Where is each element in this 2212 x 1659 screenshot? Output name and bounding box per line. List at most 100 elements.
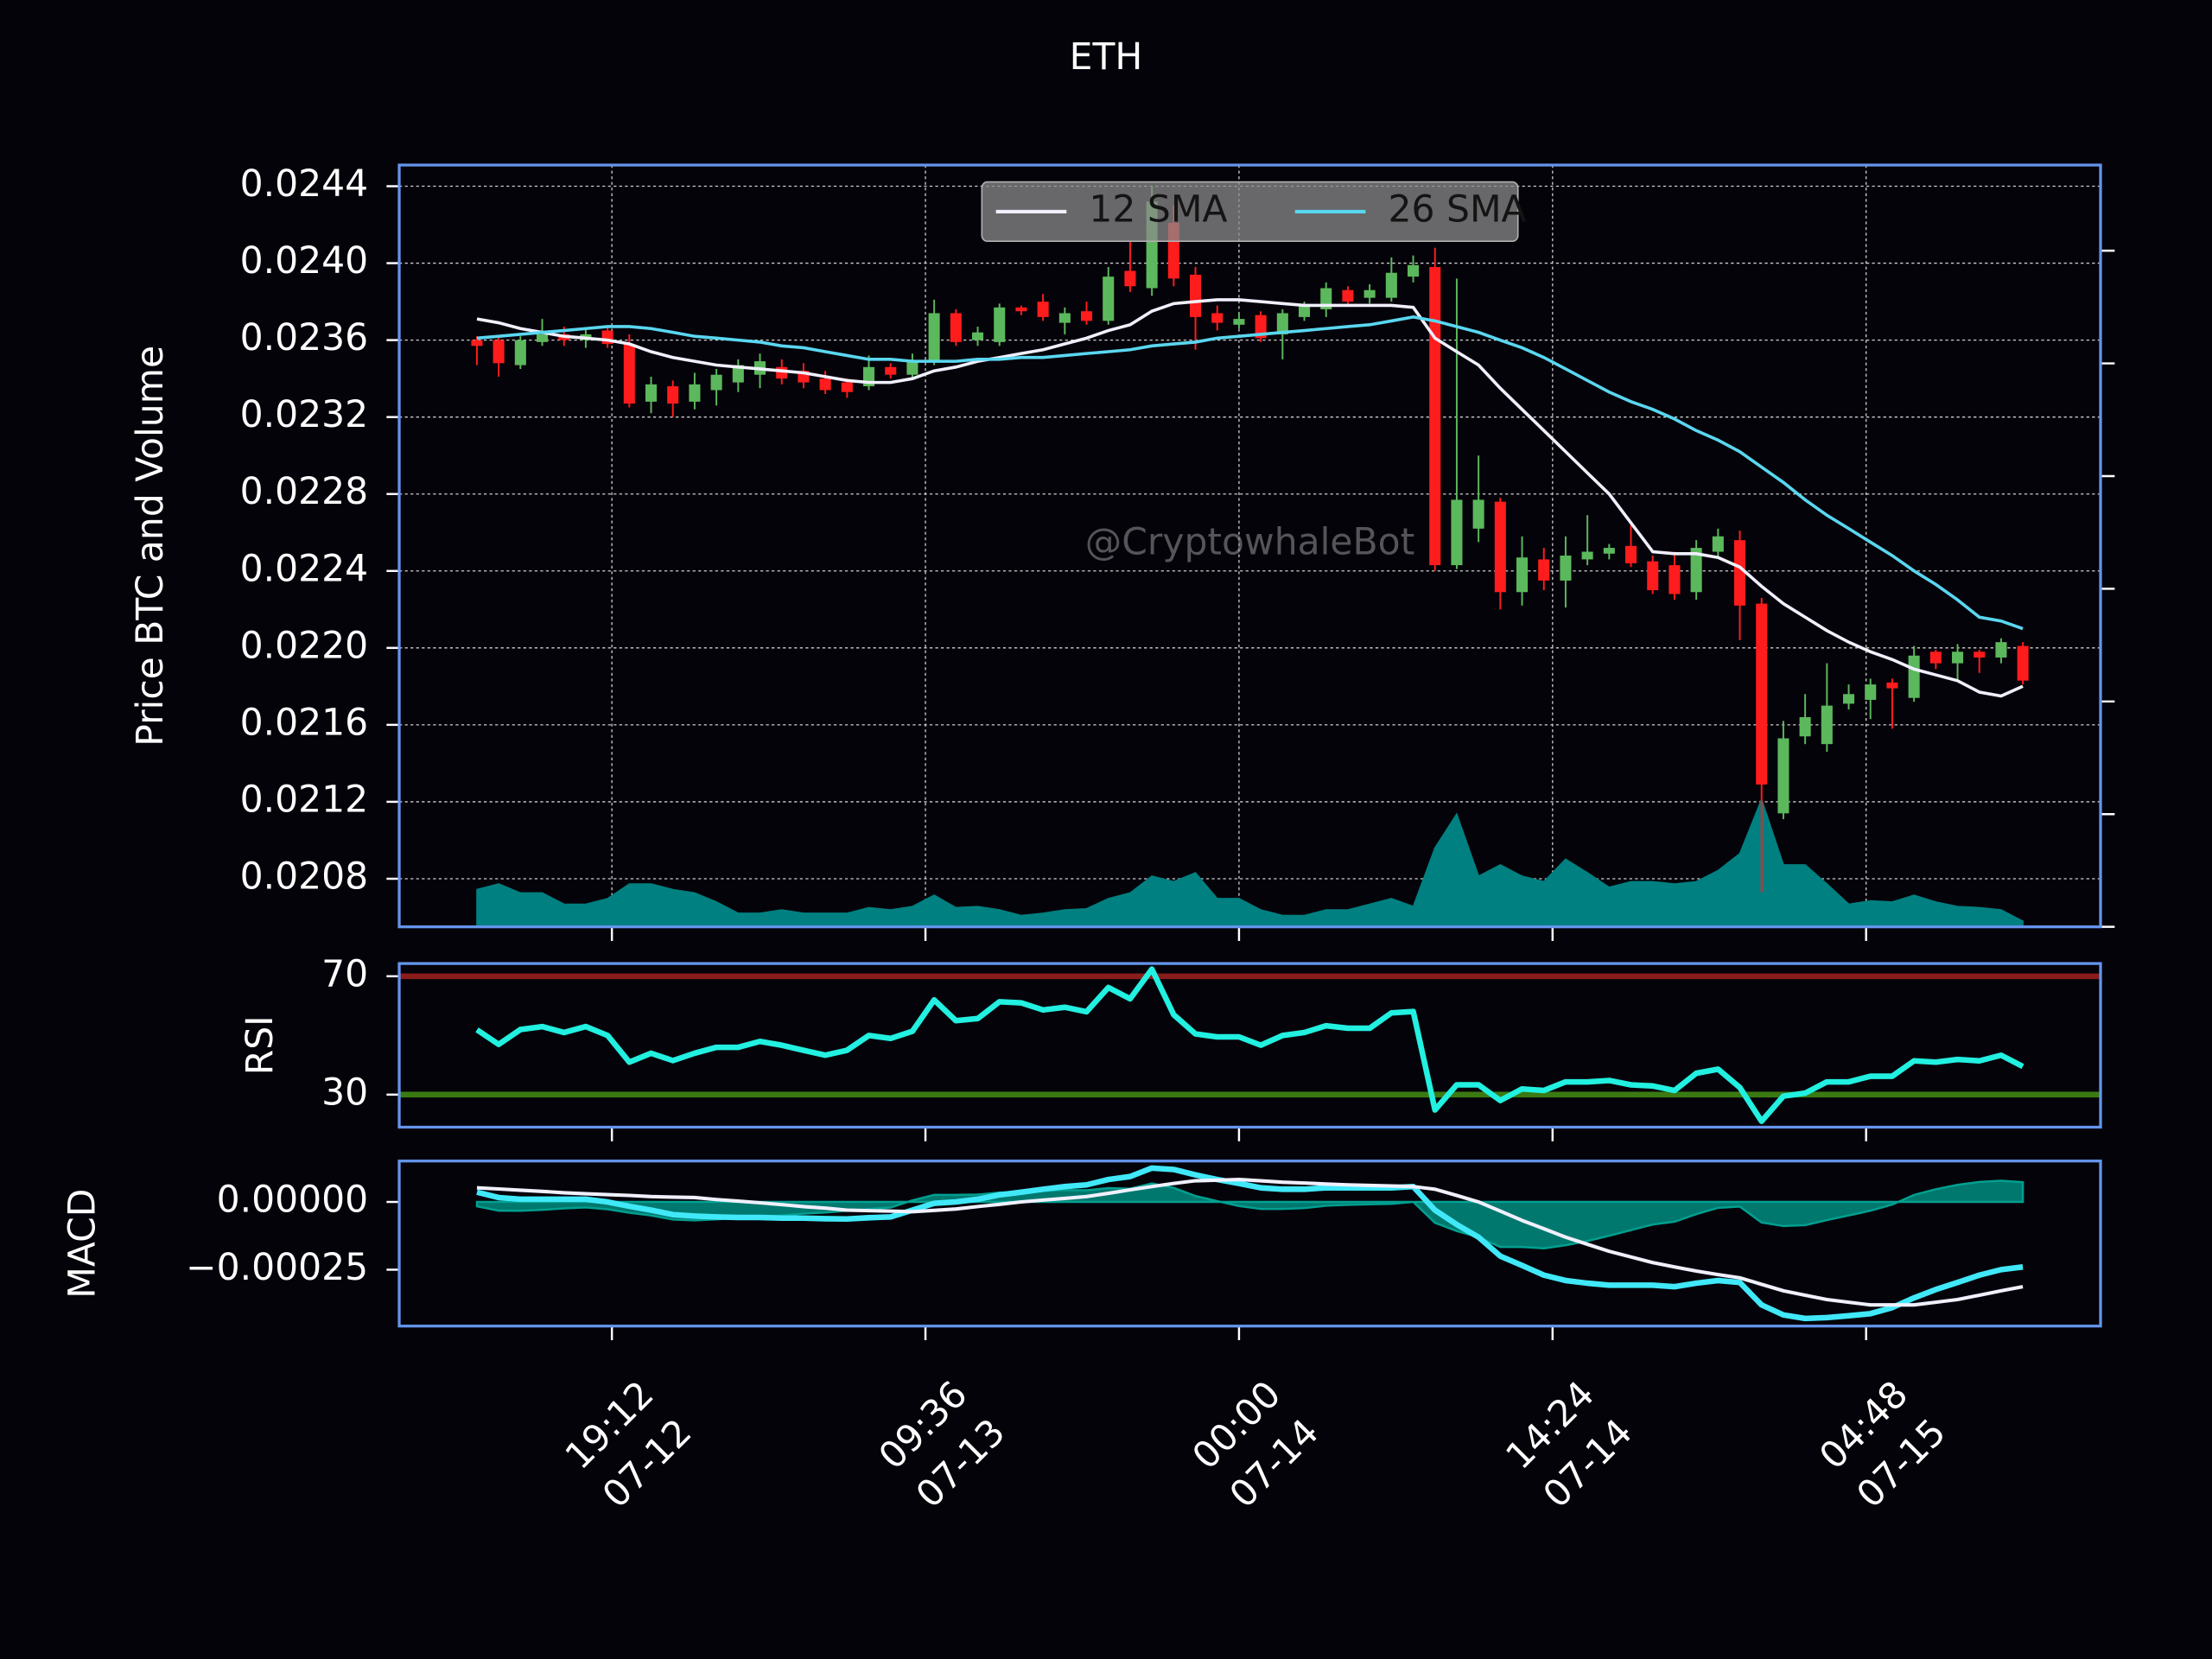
y-tick-label: 0.00000 [217, 1179, 368, 1222]
candle-body [1647, 561, 1659, 591]
candle-body [667, 386, 679, 404]
candle-body [1974, 652, 1986, 658]
indicator-line [476, 1178, 2024, 1307]
candle-body [1103, 276, 1115, 321]
y-tick-label: 0.0240 [240, 240, 368, 283]
y-tick-label: 0.0228 [240, 471, 368, 513]
candle-body [1865, 684, 1877, 700]
axes-frame [397, 1160, 2102, 1328]
y-axis-label: MACD [61, 1189, 104, 1299]
y-tick-label: 0.0216 [240, 702, 368, 744]
candle-body [471, 340, 483, 346]
candle-body [1712, 536, 1724, 552]
candle-body [645, 384, 658, 402]
candle-body [994, 307, 1006, 342]
candle-body [1037, 302, 1049, 317]
candle-body [950, 313, 962, 342]
y-tick-label: 0.0236 [240, 317, 368, 359]
candle-body [1255, 315, 1267, 339]
axes-frame [397, 962, 2102, 1129]
candle-body [1429, 267, 1441, 566]
candle-body [1363, 289, 1376, 298]
candle-body [1080, 311, 1093, 321]
y-tick-label: 0.0244 [240, 163, 368, 206]
sma-line [476, 315, 2024, 631]
sma-line [476, 298, 2024, 698]
legend-box [981, 181, 1519, 242]
indicator-line [476, 1165, 2024, 1322]
candle-body [1124, 270, 1136, 287]
axes-frame [397, 163, 2102, 929]
y-tick-label: 0.0208 [240, 855, 368, 898]
candle-body [1734, 540, 1746, 606]
candle-body [1908, 655, 1920, 698]
candle-body [1581, 551, 1593, 560]
candle-body [1299, 305, 1311, 317]
candle-body [710, 374, 722, 391]
candle-body [1494, 501, 1506, 593]
candle-body [1516, 557, 1529, 593]
y-axis-label: RSI [239, 1015, 282, 1075]
candle-body [1625, 545, 1637, 563]
candle-body [1408, 264, 1420, 277]
candle-body [493, 340, 505, 364]
legend-label: 26 SMA [1389, 188, 1527, 231]
chart-title: ETH [1070, 36, 1143, 79]
candle-body [906, 361, 918, 375]
candle-body [1211, 313, 1224, 323]
candle-body [1472, 499, 1484, 529]
y-tick-label: 0.0220 [240, 625, 368, 667]
candle-body [1843, 694, 1855, 704]
candle-body [776, 366, 788, 379]
y-tick-label: 0.0224 [240, 548, 368, 590]
candle-body [514, 340, 526, 365]
candle-body [885, 366, 897, 375]
candle-body [1886, 682, 1898, 689]
candle-body [1603, 548, 1615, 554]
candle-body [1952, 652, 1964, 664]
candle-body [971, 332, 984, 340]
y-tick-label: −0.00025 [186, 1247, 368, 1289]
indicator-line [475, 966, 2024, 1124]
candle-body [536, 334, 549, 342]
candle-body [1233, 319, 1245, 325]
candle-body [1560, 555, 1572, 581]
candle-body [928, 313, 940, 362]
candle-body [1821, 705, 1833, 745]
candle-body [689, 384, 701, 402]
candle-body [1799, 716, 1811, 737]
candle-body [1342, 289, 1354, 302]
candle-body [841, 382, 853, 392]
y-tick-label: 0.0212 [240, 779, 368, 821]
candle-body [1058, 313, 1071, 323]
volume-area [476, 797, 2024, 928]
candle-body [1690, 548, 1702, 593]
candle-body [1189, 274, 1202, 317]
candle-body [2017, 645, 2029, 681]
y-tick-label: 0.0232 [240, 394, 368, 436]
candle-body [1276, 313, 1288, 334]
y-tick-label: 30 [321, 1071, 368, 1114]
candle-body [732, 365, 744, 383]
watermark: @CryptowhaleBot [1085, 522, 1414, 564]
candle-body [1756, 603, 1768, 785]
candle-body [1669, 565, 1681, 594]
candle-body [1538, 559, 1550, 581]
candle-body [623, 344, 635, 404]
candle-body [1777, 738, 1789, 814]
y-tick-label: 70 [321, 953, 368, 995]
legend-label: 12 SMA [1089, 188, 1227, 231]
candle-body [1995, 642, 2007, 658]
candle-body [819, 378, 831, 391]
candle-body [1385, 272, 1397, 298]
candle-body [1015, 307, 1027, 312]
candle-body [1929, 652, 1942, 664]
y-axis-label: Price BTC and Volume [130, 346, 172, 747]
